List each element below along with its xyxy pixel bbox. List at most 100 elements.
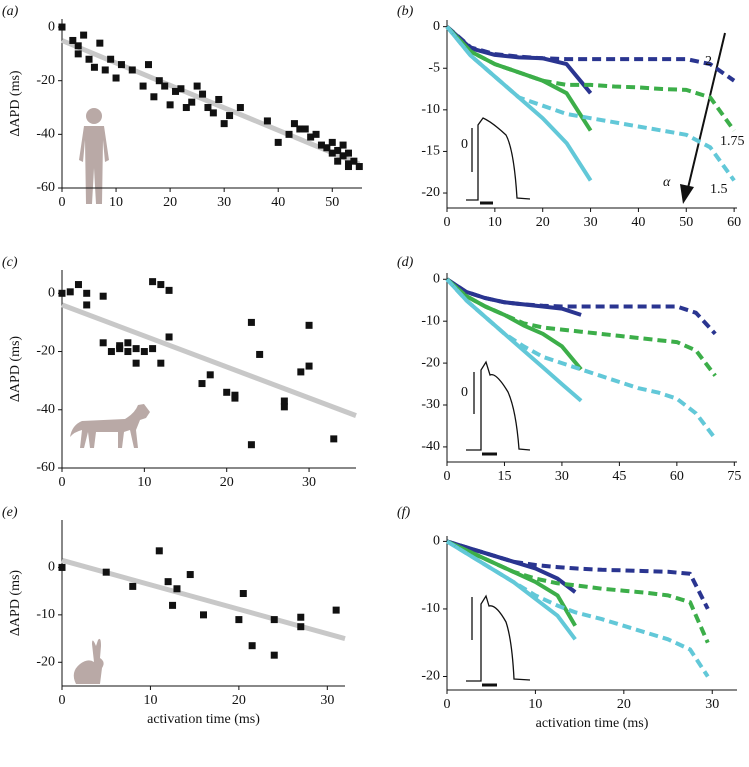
point [235, 616, 243, 624]
annotation: 1.75 [720, 134, 745, 149]
point [328, 138, 336, 146]
point [74, 50, 82, 58]
action-potential-inset [466, 594, 531, 682]
y-tick-label: -10 [421, 601, 440, 616]
y-tick-label: -20 [36, 344, 55, 359]
point [69, 36, 77, 44]
point [149, 345, 157, 353]
x-tick-label: 10 [488, 215, 502, 230]
point [355, 163, 363, 171]
y-tick-label: -15 [421, 144, 440, 159]
y-tick-label: -40 [36, 402, 55, 417]
point [198, 380, 206, 388]
action-potential-inset [466, 360, 531, 451]
alpha-arrow [680, 32, 726, 204]
point [117, 61, 125, 69]
x-tick-label: 15 [497, 469, 511, 484]
point [139, 82, 147, 90]
point [200, 611, 207, 619]
point [270, 616, 278, 624]
point [280, 397, 288, 405]
point [274, 138, 282, 146]
point [173, 585, 181, 593]
point [339, 152, 347, 160]
x-tick-label: 45 [612, 469, 626, 484]
annotation: 1.5 [710, 182, 728, 197]
point [236, 104, 244, 112]
y-tick-label: -40 [36, 127, 55, 142]
point [144, 61, 152, 69]
x-tick-label: 10 [143, 693, 157, 708]
panel-label: (d) [397, 255, 414, 270]
point [317, 141, 325, 149]
x-tick-label: 30 [217, 195, 231, 210]
y-tick-label: 0 [48, 19, 55, 34]
point [209, 109, 217, 117]
point [150, 93, 158, 101]
dashed-line [445, 25, 736, 132]
point [124, 348, 132, 356]
x-axis-label: activation time (ms) [536, 716, 649, 731]
x-tick-label: 60 [670, 469, 684, 484]
annotation: α [663, 175, 671, 190]
panel-label: (c) [2, 255, 18, 270]
x-axis-label: activation time (ms) [147, 712, 260, 727]
panel-label: (b) [397, 4, 414, 19]
dashed-line [445, 277, 717, 336]
dashed-line [445, 539, 710, 678]
dashed-line [445, 25, 736, 182]
point [297, 623, 305, 631]
x-tick-label: 20 [220, 475, 234, 490]
inset-label: 0 [461, 385, 468, 400]
point [166, 101, 174, 109]
x-tick-label: 60 [727, 215, 741, 230]
point [58, 23, 66, 31]
point [204, 104, 212, 112]
point [128, 66, 136, 74]
point [215, 95, 223, 103]
point [334, 157, 342, 165]
y-tick-label: -10 [36, 607, 55, 622]
point [112, 74, 120, 82]
y-tick-label: -5 [428, 60, 440, 75]
point [285, 130, 293, 138]
point [102, 568, 110, 576]
point [280, 403, 288, 411]
point [83, 301, 91, 309]
point [305, 321, 313, 329]
panel-label: (f) [397, 505, 411, 520]
x-tick-label: 50 [325, 195, 339, 210]
point [132, 359, 140, 367]
point [270, 651, 278, 659]
y-tick-label: -60 [36, 460, 55, 475]
y-tick-label: 0 [48, 560, 55, 575]
inset-label: 0 [461, 137, 468, 152]
point [90, 63, 98, 71]
y-tick-label: 0 [433, 19, 440, 34]
x-tick-label: 0 [444, 215, 451, 230]
y-tick-label: 0 [433, 272, 440, 287]
solid-line [446, 539, 577, 594]
point [239, 590, 247, 598]
point [248, 642, 256, 650]
silhouettes [70, 108, 150, 684]
annotation: 2 [705, 54, 712, 69]
y-tick-label: -60 [36, 180, 55, 195]
point [80, 31, 88, 39]
x-tick-label: 20 [536, 215, 550, 230]
point [199, 90, 207, 98]
point [206, 371, 214, 379]
x-tick-label: 50 [679, 215, 693, 230]
y-axis-label: ΔAPD (ms) [8, 70, 23, 137]
point [99, 292, 107, 300]
y-tick-label: -20 [421, 355, 440, 370]
point [161, 82, 169, 90]
point [350, 157, 358, 165]
point [66, 288, 74, 296]
point [129, 582, 137, 590]
x-tick-label: 20 [232, 693, 246, 708]
point [344, 149, 352, 157]
y-tick-label: -40 [421, 439, 440, 454]
point [297, 613, 305, 621]
